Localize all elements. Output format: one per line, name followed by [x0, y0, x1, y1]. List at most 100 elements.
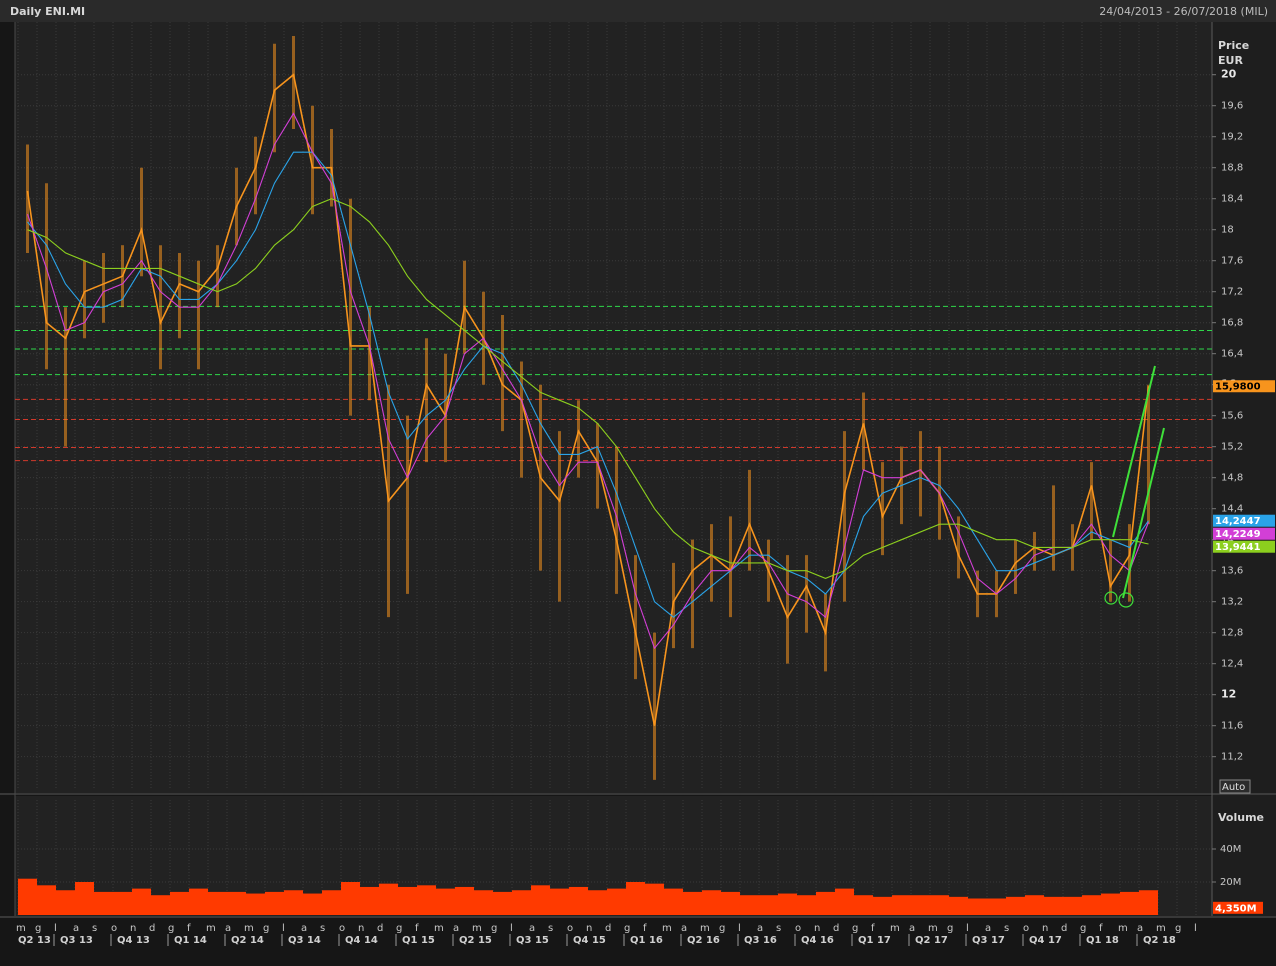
price-tick-label: 15,6 — [1221, 411, 1243, 422]
price-tick-label: 19,2 — [1221, 132, 1243, 143]
month-label: g — [1175, 923, 1181, 934]
axis-panel — [1212, 22, 1276, 916]
auto-button[interactable] — [1219, 779, 1251, 794]
volume-bar — [56, 890, 75, 915]
last-value-box — [1213, 527, 1275, 540]
month-label: m — [1118, 923, 1128, 934]
month-label: g — [1080, 923, 1086, 934]
price-tick-label: 13,6 — [1221, 566, 1243, 577]
month-label: g — [396, 923, 402, 934]
month-label: f — [1099, 923, 1103, 934]
month-label: a — [73, 923, 79, 934]
volume-bar — [189, 888, 208, 915]
volume-bar — [18, 878, 37, 915]
quarter-label: Q4 14 — [345, 935, 378, 946]
volume-bar — [170, 891, 189, 915]
volume-bar — [816, 891, 835, 915]
low-marker — [1118, 592, 1134, 608]
month-label: l — [54, 923, 57, 934]
volume-bar — [949, 896, 968, 915]
last-value-label: 13,9441 — [1215, 542, 1261, 553]
month-label: f — [415, 923, 419, 934]
volume-bar — [721, 891, 740, 915]
quarter-label: Q4 17 — [1029, 935, 1062, 946]
quarter-label: Q2 16 — [687, 935, 720, 946]
volume-bar — [455, 886, 474, 915]
month-label: m — [928, 923, 938, 934]
price-lines — [26, 35, 1150, 780]
month-label: l — [282, 923, 285, 934]
volume-axis-label: Volume — [1218, 811, 1264, 824]
volume-bar — [1044, 896, 1063, 915]
volume-bar — [208, 891, 227, 915]
month-label: a — [757, 923, 763, 934]
month-label: n — [130, 923, 136, 934]
price-tick-label: 19,6 — [1221, 101, 1243, 112]
volume-bar — [322, 890, 341, 915]
quarter-label: Q2 15 — [459, 935, 492, 946]
low-marker — [1104, 591, 1118, 605]
month-label: a — [301, 923, 307, 934]
month-label: n — [358, 923, 364, 934]
month-label: o — [339, 923, 345, 934]
quarter-label: Q2 18 — [1143, 935, 1176, 946]
price-tick-label: 12,4 — [1221, 659, 1243, 670]
volume-tick-label: 40M — [1220, 844, 1241, 855]
volume-bar — [797, 895, 816, 915]
month-label: d — [1061, 923, 1067, 934]
price-tick-label: 14,8 — [1221, 473, 1243, 484]
volume-bars — [18, 878, 1158, 915]
month-label: g — [168, 923, 174, 934]
price-tick-label: 20 — [1221, 68, 1237, 81]
volume-bar — [607, 888, 626, 915]
auto-button-label[interactable]: Auto — [1222, 782, 1245, 793]
volume-bar — [759, 895, 778, 915]
quarter-label: Q3 13 — [60, 935, 93, 946]
price-tick-label: 16,4 — [1221, 349, 1243, 360]
volume-bar — [531, 885, 550, 915]
month-label: m — [662, 923, 672, 934]
price-axis-label: Price — [1218, 39, 1249, 52]
month-label: o — [1023, 923, 1029, 934]
month-label: a — [453, 923, 459, 934]
quarter-label: Q1 18 — [1086, 935, 1119, 946]
price-tick-label: 14,4 — [1221, 504, 1243, 515]
month-label: f — [871, 923, 875, 934]
month-label: o — [111, 923, 117, 934]
price-tick-label: 18,4 — [1221, 194, 1243, 205]
volume-bar — [930, 895, 949, 915]
price-tick-label: 12,8 — [1221, 628, 1243, 639]
volume-bar — [360, 886, 379, 915]
price-tick-label: 15,2 — [1221, 442, 1243, 453]
price-line — [26, 73, 1150, 726]
date-range: 24/04/2013 - 26/07/2018 (MIL) — [1099, 5, 1268, 18]
month-label: g — [35, 923, 41, 934]
volume-bar — [854, 895, 873, 915]
volume-bar — [1025, 895, 1044, 915]
month-label: l — [510, 923, 513, 934]
month-label: n — [814, 923, 820, 934]
volume-bar — [911, 895, 930, 915]
month-label: s — [92, 923, 97, 934]
volume-bar — [664, 888, 683, 915]
month-label: a — [985, 923, 991, 934]
quarter-label: Q2 13 — [18, 935, 51, 946]
volume-bar — [417, 885, 436, 915]
month-label: d — [377, 923, 383, 934]
month-label: n — [586, 923, 592, 934]
moving-average — [27, 151, 1149, 618]
quarter-label: Q3 14 — [288, 935, 321, 946]
month-label: g — [491, 923, 497, 934]
month-label: s — [1004, 923, 1009, 934]
month-label: l — [966, 923, 969, 934]
month-label: m — [244, 923, 254, 934]
month-label: m — [700, 923, 710, 934]
month-label: g — [624, 923, 630, 934]
month-label: g — [852, 923, 858, 934]
volume-bar — [702, 890, 721, 915]
quarter-label: Q4 15 — [573, 935, 606, 946]
month-label: a — [1137, 923, 1143, 934]
trend-line — [1112, 365, 1156, 538]
month-label: l — [1194, 923, 1197, 934]
